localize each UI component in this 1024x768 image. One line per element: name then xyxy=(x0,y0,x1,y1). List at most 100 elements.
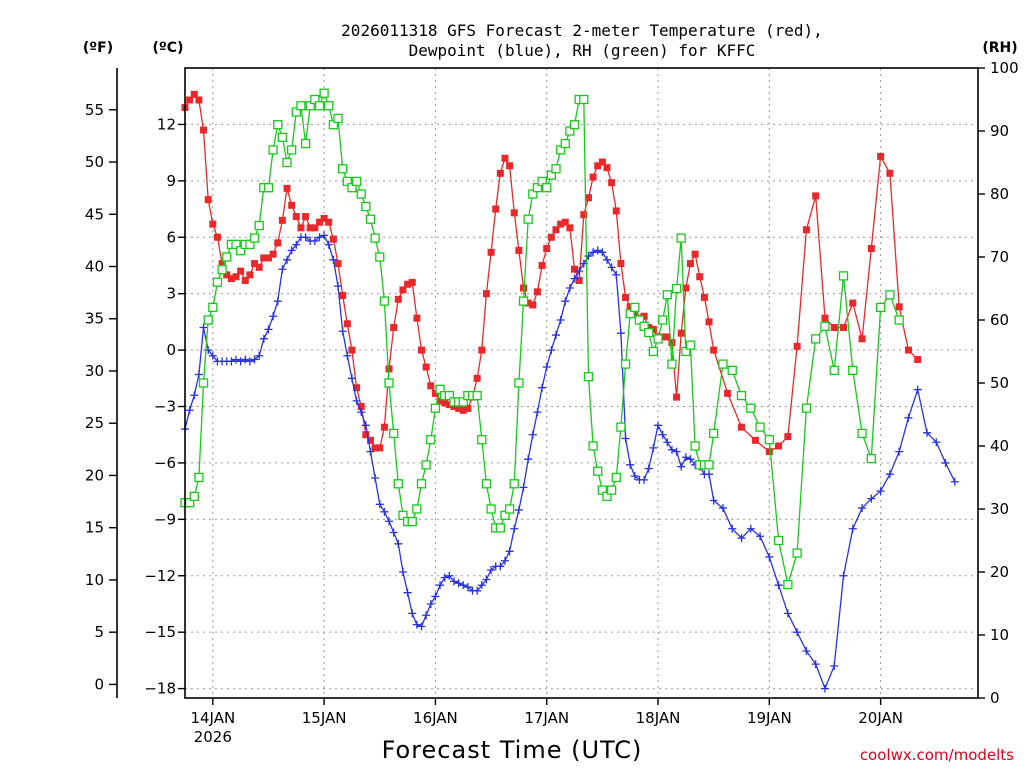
rh-point xyxy=(393,479,403,489)
temperature-point xyxy=(464,404,472,412)
rh-point xyxy=(407,516,417,527)
dewpoint-point xyxy=(667,445,676,454)
temperature-point xyxy=(691,250,699,258)
fahrenheit-unit-label: (ºF) xyxy=(83,40,113,56)
temperature-point xyxy=(751,436,759,444)
temperature-point xyxy=(538,261,546,269)
temperature-point xyxy=(357,403,365,411)
dewpoint-point xyxy=(848,524,857,533)
dewpoint-point xyxy=(454,579,463,588)
dewpoint-point xyxy=(199,323,208,332)
rh-point xyxy=(704,460,714,470)
temperature-point xyxy=(775,442,783,450)
dewpoint-point xyxy=(593,246,602,255)
temperature-point xyxy=(673,393,681,401)
temperature-point xyxy=(622,293,630,301)
celsius-tick-label: 0 xyxy=(166,341,176,359)
temperature-point xyxy=(886,169,894,177)
dewpoint-point xyxy=(408,609,417,618)
temperature-point xyxy=(394,295,402,303)
dewpoint-series xyxy=(181,231,959,693)
dewpoint-point xyxy=(561,297,570,306)
rh-point xyxy=(676,233,686,243)
dewpoint-point xyxy=(603,255,612,264)
dewpoint-point xyxy=(575,267,584,276)
temperature-point xyxy=(710,346,718,354)
temperature-point xyxy=(418,346,426,354)
dewpoint-point xyxy=(510,524,519,533)
dewpoint-point xyxy=(473,586,482,595)
rh-point xyxy=(203,315,213,325)
temperature-point xyxy=(376,444,384,452)
x-tick-label: 18JAN xyxy=(636,709,681,727)
temperature-point xyxy=(589,173,597,181)
rh-point xyxy=(319,88,329,98)
dewpoint-point xyxy=(820,684,829,693)
rh-point xyxy=(287,145,297,155)
rh-point xyxy=(365,214,376,224)
rh-point xyxy=(709,428,719,439)
celsius-tick-label: −15 xyxy=(144,623,176,641)
dewpoint-point xyxy=(941,458,950,467)
temperature-point xyxy=(543,245,551,253)
rh-point xyxy=(746,403,756,413)
rh-point xyxy=(811,334,821,344)
dewpoint-point xyxy=(412,620,421,629)
temperature-point xyxy=(311,224,319,232)
dewpoint-point xyxy=(236,357,245,366)
dewpoint-point xyxy=(932,438,941,447)
rh-point xyxy=(583,372,594,382)
temperature-point xyxy=(339,292,347,300)
x-tick-label: 20JAN xyxy=(858,709,903,727)
temperature-point xyxy=(571,265,579,273)
rh-point xyxy=(300,138,311,149)
temperature-point xyxy=(914,355,922,363)
rh-point xyxy=(254,220,264,231)
rh-point xyxy=(296,101,306,111)
dewpoint-point xyxy=(705,470,714,479)
temperature-point xyxy=(241,277,249,285)
dewpoint-point xyxy=(565,284,574,293)
dewpoint-point xyxy=(765,552,774,561)
temperature-point xyxy=(566,224,574,232)
dewpoint-point xyxy=(885,470,894,479)
temperature-point xyxy=(186,96,194,104)
rh-point xyxy=(189,491,199,502)
temperature-point xyxy=(506,162,514,170)
dewpoint-point xyxy=(245,357,254,366)
temperature-point xyxy=(487,248,495,256)
temperature-point xyxy=(237,267,245,275)
dewpoint-point xyxy=(361,421,370,430)
dewpoint-point xyxy=(858,504,867,513)
rh-point xyxy=(370,233,380,243)
rh-point xyxy=(671,283,682,294)
temperature-point xyxy=(830,324,838,332)
dewpoint-point xyxy=(352,396,361,405)
rh-point xyxy=(653,334,663,344)
dewpoint-point xyxy=(528,430,537,439)
celsius-tick-label: −18 xyxy=(144,680,176,698)
temperature-point xyxy=(292,213,300,221)
rh-point xyxy=(333,113,343,124)
rh-point xyxy=(268,145,278,155)
rh-tick-label: 20 xyxy=(990,563,1009,581)
dewpoint-point xyxy=(542,363,551,372)
temperature-point xyxy=(557,220,565,228)
rh-point xyxy=(648,346,659,357)
rh-point xyxy=(509,479,519,489)
rh-point xyxy=(198,378,209,388)
dewpoint-point xyxy=(287,246,296,255)
temperature-point xyxy=(408,278,416,286)
temperature-point xyxy=(404,280,412,288)
rh-point xyxy=(736,390,747,401)
dewpoint-point xyxy=(621,434,630,443)
dewpoint-point xyxy=(570,274,579,283)
dewpoint-point xyxy=(547,346,556,355)
temperature-point xyxy=(278,216,286,224)
rh-point xyxy=(658,315,668,325)
chart-title: 2026011318 GFS Forecast 2-meter Temperat… xyxy=(341,21,823,40)
temperature-point xyxy=(297,224,305,232)
temperature-point xyxy=(696,273,704,281)
dewpoint-point xyxy=(626,460,635,469)
